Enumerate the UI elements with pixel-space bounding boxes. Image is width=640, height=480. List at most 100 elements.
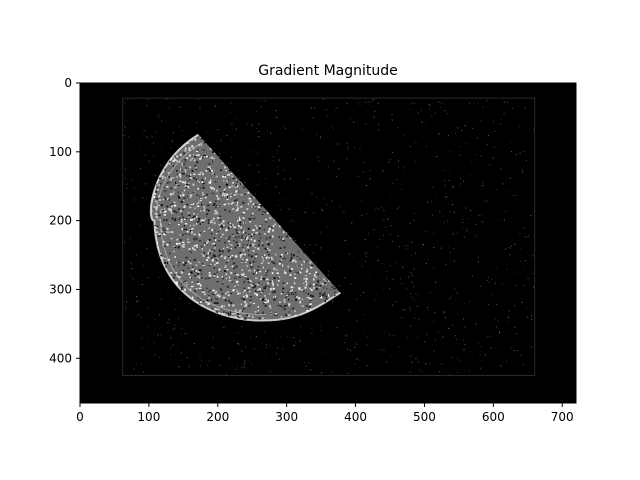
noise-speck — [235, 128, 237, 130]
noise-speck — [249, 361, 251, 363]
noise-speck — [128, 135, 130, 137]
texture-speck — [237, 184, 239, 187]
texture-speck — [257, 289, 259, 292]
texture-speck — [224, 265, 227, 267]
texture-speck — [246, 258, 248, 261]
texture-speck — [196, 246, 198, 249]
texture-speck — [328, 280, 331, 282]
texture-speck — [223, 305, 225, 307]
texture-speck — [262, 277, 265, 280]
texture-speck — [242, 258, 244, 260]
noise-speck — [321, 208, 322, 210]
texture-speck — [239, 223, 242, 226]
texture-speck — [265, 298, 267, 300]
noise-speck — [129, 237, 131, 239]
texture-speck — [208, 163, 211, 165]
texture-speck — [230, 173, 233, 175]
texture-speck — [197, 273, 199, 276]
texture-speck — [212, 258, 214, 260]
noise-speck — [479, 354, 481, 356]
texture-speck — [166, 231, 169, 233]
noise-speck — [449, 298, 451, 300]
noise-speck — [468, 103, 470, 105]
texture-speck — [186, 184, 189, 186]
noise-speck — [346, 158, 348, 160]
texture-speck — [224, 241, 226, 244]
texture-speck — [208, 166, 211, 168]
texture-speck — [272, 282, 274, 285]
noise-speck — [433, 350, 435, 352]
noise-speck — [219, 156, 220, 158]
texture-speck — [200, 187, 202, 190]
texture-speck — [262, 312, 264, 315]
texture-speck — [228, 280, 232, 282]
texture-speck — [250, 235, 253, 238]
noise-speck — [350, 283, 352, 285]
noise-speck — [525, 236, 527, 238]
texture-speck — [253, 302, 255, 304]
noise-speck — [160, 334, 162, 336]
texture-speck — [249, 296, 252, 298]
texture-speck — [230, 271, 233, 275]
texture-speck — [256, 271, 258, 274]
texture-speck — [195, 150, 198, 152]
noise-speck — [141, 284, 143, 285]
texture-speck — [313, 287, 315, 289]
noise-speck — [491, 278, 492, 280]
texture-speck — [232, 304, 235, 307]
texture-speck — [323, 292, 326, 294]
noise-speck — [391, 113, 393, 115]
noise-speck — [142, 197, 144, 199]
texture-speck — [224, 176, 226, 178]
texture-speck — [224, 270, 227, 272]
texture-speck — [250, 266, 253, 269]
noise-speck — [368, 102, 370, 103]
texture-speck — [206, 213, 209, 216]
noise-speck — [157, 257, 159, 259]
noise-speck — [346, 142, 348, 144]
texture-speck — [196, 161, 199, 164]
texture-speck — [248, 197, 251, 200]
texture-speck — [226, 237, 228, 239]
texture-speck — [275, 295, 277, 298]
texture-speck — [246, 236, 248, 239]
texture-speck — [179, 153, 182, 156]
texture-speck — [203, 253, 205, 256]
texture-speck — [245, 237, 248, 240]
noise-speck — [494, 130, 496, 132]
noise-speck — [354, 363, 356, 365]
texture-speck — [220, 222, 223, 225]
texture-speck — [267, 299, 270, 302]
noise-speck — [452, 204, 453, 205]
noise-speck — [294, 158, 296, 160]
texture-speck — [199, 223, 201, 225]
texture-speck — [153, 196, 156, 198]
noise-speck — [269, 344, 271, 346]
texture-speck — [181, 163, 183, 165]
texture-speck — [211, 308, 213, 310]
texture-speck — [220, 226, 223, 228]
texture-speck — [231, 313, 234, 315]
texture-speck — [319, 295, 322, 297]
texture-speck — [224, 298, 227, 301]
noise-speck — [530, 346, 532, 348]
texture-speck — [204, 177, 206, 180]
texture-speck — [189, 177, 192, 179]
noise-speck — [362, 171, 364, 173]
texture-speck — [183, 224, 186, 227]
noise-speck — [375, 208, 376, 210]
texture-speck — [232, 181, 234, 184]
texture-speck — [181, 289, 184, 291]
texture-speck — [186, 283, 188, 286]
texture-speck — [240, 261, 243, 263]
noise-speck — [181, 328, 183, 330]
texture-speck — [289, 258, 293, 261]
noise-speck — [479, 367, 481, 369]
texture-speck — [210, 156, 214, 159]
texture-speck — [176, 169, 178, 172]
texture-speck — [247, 191, 249, 194]
texture-speck — [167, 258, 170, 261]
noise-speck — [509, 177, 511, 179]
noise-speck — [425, 262, 427, 264]
noise-speck — [242, 365, 244, 367]
